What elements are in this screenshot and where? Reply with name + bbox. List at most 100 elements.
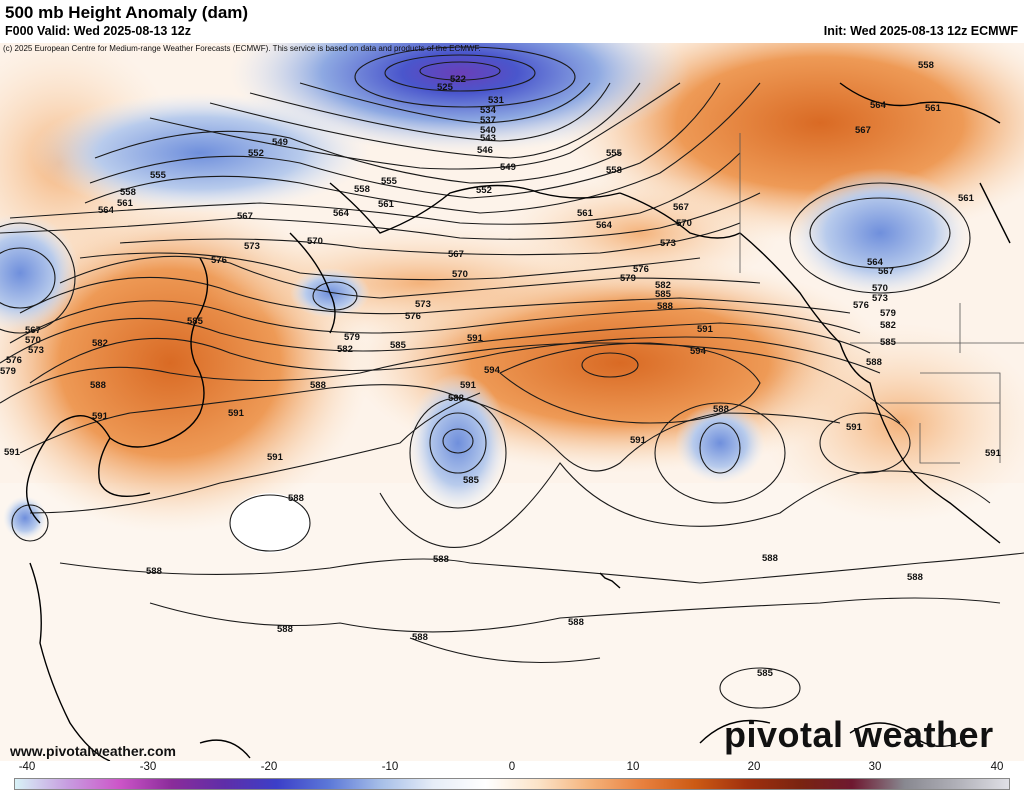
contour-label: 588: [866, 357, 882, 368]
contour-label: 561: [925, 103, 942, 114]
contour-label: 582: [337, 344, 353, 355]
contour-label: 588: [146, 566, 162, 577]
contour-label: 585: [880, 337, 897, 348]
contour-label: 582: [880, 320, 896, 331]
contour-label: 591: [467, 333, 484, 344]
contour-label: 558: [918, 60, 934, 71]
contour-label: 570: [25, 335, 41, 346]
contour-label: 585: [655, 289, 672, 300]
negative-anomaly-fields: [0, 43, 970, 553]
contour-label: 591: [985, 448, 1002, 459]
colorbar-tick: 30: [868, 761, 882, 773]
contour-label: 531: [488, 95, 505, 106]
contour-label: 573: [872, 293, 888, 304]
colorbar-tick: 40: [990, 761, 1004, 773]
contour-label: 588: [713, 404, 729, 415]
contour-label: 591: [697, 324, 714, 335]
contour-label: 582: [655, 280, 671, 291]
contour-label: 591: [267, 452, 284, 463]
contour-label: 549: [500, 162, 516, 173]
political-borders: [739, 133, 1024, 464]
colorbar-tick: 0: [508, 761, 516, 773]
contour-label: 576: [853, 300, 869, 311]
contour-label: 579: [344, 332, 360, 343]
contour-label: 588: [568, 617, 584, 628]
contour-label: 591: [92, 411, 109, 422]
contour-label: 540: [480, 125, 496, 136]
contour-label: 567: [25, 325, 41, 336]
contour-label: 582: [92, 338, 108, 349]
contour-label: 588: [657, 301, 673, 312]
contour-label: 570: [676, 218, 692, 229]
contour-label: 588: [412, 632, 428, 643]
colorbar-tick: 10: [626, 761, 640, 773]
contour-label: 588: [907, 572, 923, 583]
contour-label: 573: [244, 241, 260, 252]
contour-label: 552: [248, 148, 264, 159]
colorbar-ticks: -40 -30 -20 -10 0 10 20 30 40: [0, 761, 1024, 777]
contour-label: 588: [277, 624, 293, 635]
anomaly-map: 522 525 531 534 537 540 543 546 549 549 …: [0, 43, 1024, 761]
contour-label: 561: [117, 198, 134, 209]
copyright-notice: (c) 2025 European Centre for Medium-rang…: [3, 44, 481, 53]
contour-label: 555: [381, 176, 398, 187]
contour-label: 591: [228, 408, 245, 419]
contour-label: 567: [673, 202, 689, 213]
colorbar-tick: -30: [139, 761, 157, 773]
contour-label: 555: [150, 170, 167, 181]
contour-label: 579: [880, 308, 896, 319]
contour-label: 588: [448, 393, 464, 404]
contour-label: 570: [452, 269, 468, 280]
contour-label: 543: [480, 133, 496, 144]
contour-label: 576: [211, 255, 227, 266]
contour-label: 567: [878, 266, 894, 277]
contour-label: 585: [463, 475, 480, 486]
contour-label: 579: [620, 273, 636, 284]
contour-label: 534: [480, 105, 497, 116]
contour-label: 591: [846, 422, 863, 433]
contour-label: 564: [596, 220, 613, 231]
contour-label: 525: [437, 82, 454, 93]
contour-label: 591: [4, 447, 21, 458]
contour-label: 558: [354, 184, 370, 195]
contour-label: 537: [480, 115, 496, 126]
map-title: 500 mb Height Anomaly (dam): [5, 3, 249, 22]
contour-label: 588: [433, 554, 449, 565]
contour-label: 588: [90, 380, 106, 391]
contour-label: 558: [606, 165, 622, 176]
contour-label: 576: [6, 355, 22, 366]
contour-label: 594: [690, 346, 707, 357]
contour-label: 573: [28, 345, 44, 356]
contour-labels: 522 525 531 534 537 540 543 546 549 549 …: [0, 60, 1002, 679]
contour-label: 591: [460, 380, 477, 391]
contour-label: 570: [872, 283, 888, 294]
colorbar-tick: -20: [260, 761, 278, 773]
contour-label: 579: [0, 366, 16, 377]
contour-label: 555: [606, 148, 623, 159]
colorbar-tick: -10: [381, 761, 399, 773]
contour-label: 573: [660, 238, 676, 249]
contour-label: 564: [870, 100, 887, 111]
contour-label: 570: [307, 236, 323, 247]
contour-label: 585: [187, 316, 204, 327]
contour-label: 552: [476, 185, 492, 196]
contour-label: 588: [288, 493, 304, 504]
contour-label: 549: [272, 137, 288, 148]
header-bar: 500 mb Height Anomaly (dam) F000 Valid: …: [0, 0, 1024, 44]
contour-label: 546: [477, 145, 493, 156]
contour-label: 576: [633, 264, 649, 275]
contour-label: 561: [577, 208, 594, 219]
height-contours: [0, 46, 1024, 709]
website-watermark: www.pivotalweather.com: [10, 743, 176, 759]
contour-label: 576: [405, 311, 421, 322]
contour-label: 564: [867, 257, 884, 268]
valid-time: F000 Valid: Wed 2025-08-13 12z: [5, 24, 191, 38]
contour-label: 594: [484, 365, 501, 376]
init-time: Init: Wed 2025-08-13 12z ECMWF: [823, 24, 1018, 38]
colorbar-tick: 20: [747, 761, 761, 773]
contour-label: 573: [415, 299, 431, 310]
contour-label: 567: [855, 125, 871, 136]
contour-label: 567: [237, 211, 253, 222]
contour-label: 588: [762, 553, 778, 564]
contour-label: 564: [98, 205, 115, 216]
